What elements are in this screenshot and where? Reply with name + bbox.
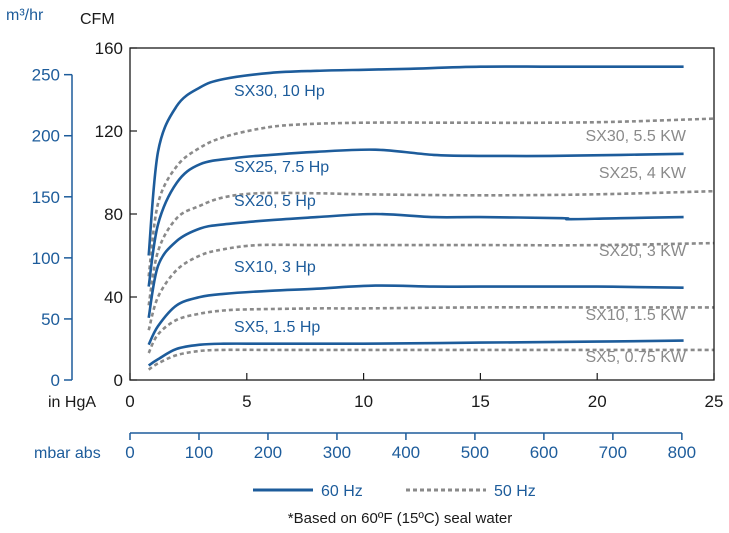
m3hr-tick-label: 100 xyxy=(32,249,60,268)
m3hr-tick-label: 150 xyxy=(32,188,60,207)
seal-water-note: *Based on 60ºF (15ºC) seal water xyxy=(288,510,512,527)
legend-solid-label: 60 Hz xyxy=(321,483,363,500)
curve-sx20-3-kw xyxy=(147,241,715,331)
cfm-tick-label: 120 xyxy=(95,122,123,141)
inhg-tick-label: 5 xyxy=(242,392,251,411)
m3hr-tick-label: 50 xyxy=(41,310,60,329)
label-sx30-60hz: SX30, 10 Hp xyxy=(234,83,325,100)
curve-sx20-5-hp xyxy=(147,212,684,319)
label-sx30-50hz: SX30, 5.5 KW xyxy=(586,128,687,145)
bottom-outer-unit-label: mbar abs xyxy=(34,445,101,462)
label-sx20-60hz: SX20, 5 Hp xyxy=(234,193,316,210)
mbar-tick-label: 600 xyxy=(530,443,558,462)
left-inner-unit-label: CFM xyxy=(80,11,115,28)
m3hr-tick-label: 250 xyxy=(32,66,60,85)
label-sx20-50hz: SX20, 3 KW xyxy=(599,243,687,260)
mbar-tick-label: 300 xyxy=(323,443,351,462)
cfm-tick-label: 40 xyxy=(104,288,123,307)
label-sx10-60hz: SX10, 3 Hp xyxy=(234,259,316,276)
inhg-tick-label: 25 xyxy=(705,392,724,411)
mbar-tick-label: 400 xyxy=(392,443,420,462)
inhg-tick-label: 0 xyxy=(125,392,134,411)
curve-layer xyxy=(147,65,715,371)
inhg-tick-label: 15 xyxy=(471,392,490,411)
m3hr-tick-label: 0 xyxy=(51,371,60,390)
curve-sx10-3-hp xyxy=(147,284,684,346)
inhg-tick-label: 20 xyxy=(588,392,607,411)
mbar-tick-label: 100 xyxy=(185,443,213,462)
cfm-tick-label: 80 xyxy=(104,205,123,224)
plot-frame xyxy=(129,47,715,381)
plot-border xyxy=(129,47,715,381)
mbar-tick-label: 800 xyxy=(668,443,696,462)
label-sx10-50hz: SX10, 1.5 KW xyxy=(586,307,687,324)
mbar-tick-label: 500 xyxy=(461,443,489,462)
label-sx5-60hz: SX5, 1.5 Hp xyxy=(234,319,320,336)
left-outer-unit-label: m³/hr xyxy=(6,7,44,24)
m3hr-tick-label: 200 xyxy=(32,127,60,146)
mbar-tick-label: 0 xyxy=(125,443,134,462)
curve-sx30-5-5-kw xyxy=(147,117,715,277)
label-sx5-50hz: SX5, 0.75 KW xyxy=(586,349,687,366)
mbar-tick-label: 200 xyxy=(254,443,282,462)
inhg-tick-label: 10 xyxy=(354,392,373,411)
mbar-tick-label: 700 xyxy=(599,443,627,462)
curve-sx5-0-75-kw xyxy=(147,348,714,371)
curve-sx10-1-5-kw xyxy=(147,306,714,354)
label-sx25-50hz: SX25, 4 KW xyxy=(599,165,687,182)
curve-sx25-7-5-hp xyxy=(147,148,684,287)
cfm-tick-label: 160 xyxy=(95,39,123,58)
label-sx25-60hz: SX25, 7.5 Hp xyxy=(234,159,329,176)
legend-dashed-label: 50 Hz xyxy=(494,483,536,500)
curve-sx5-1-5-hp xyxy=(147,339,684,367)
bottom-inner-unit-label: in HgA xyxy=(48,394,96,411)
curve-sx30-10-hp xyxy=(147,65,684,256)
curve-sx25-4-kw xyxy=(147,189,715,306)
cfm-tick-label: 0 xyxy=(114,371,123,390)
